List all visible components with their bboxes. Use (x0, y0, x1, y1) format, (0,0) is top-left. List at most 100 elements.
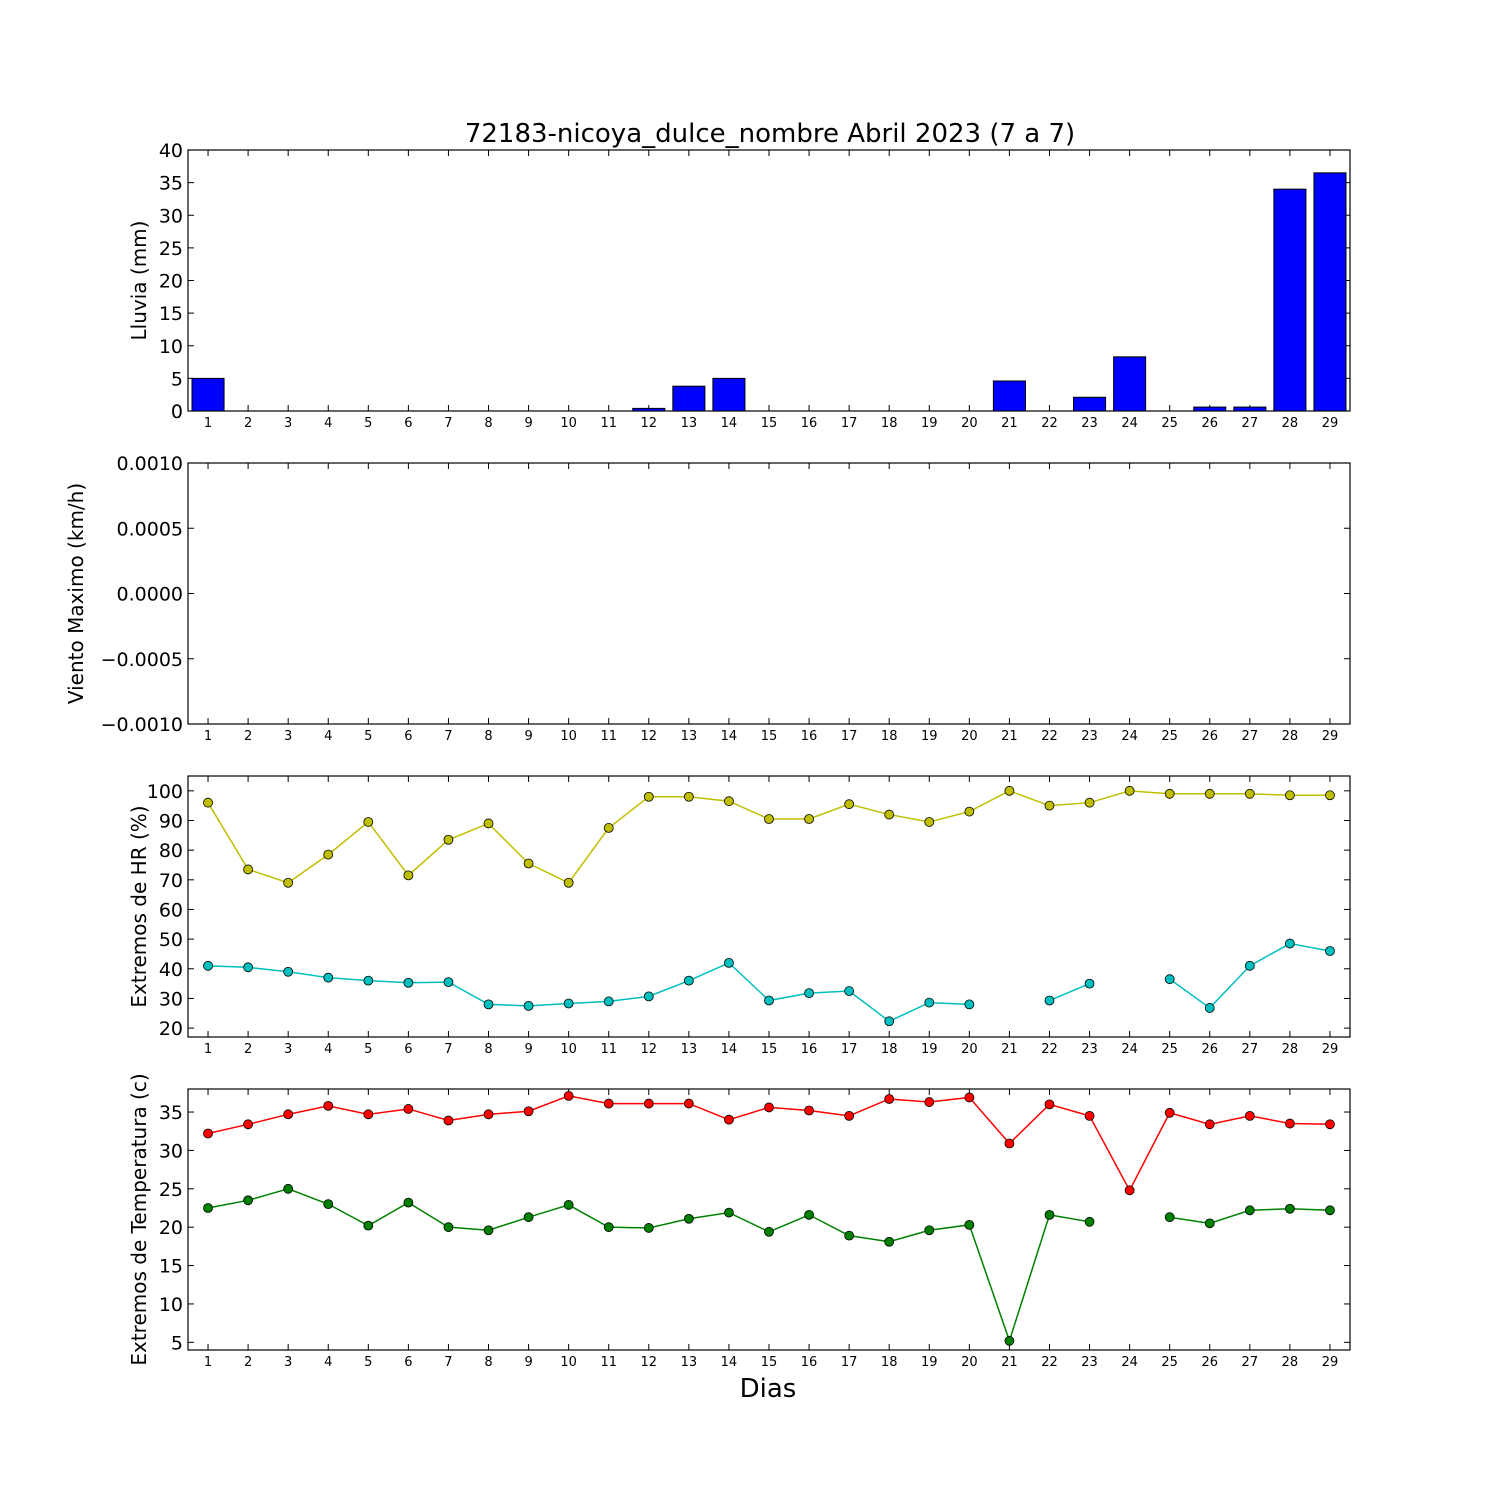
temperature-xtick-label: 17 (841, 1355, 858, 1370)
rain-ytick-label: 40 (159, 140, 183, 162)
humidity-xtick-label: 21 (1001, 1042, 1018, 1057)
humidity-xtick-label: 5 (364, 1042, 372, 1057)
temperature-y-axis-label: Extremos de Temperatura (c) (127, 1073, 151, 1365)
hr-max-point (1164, 788, 1175, 799)
hr-max-point (764, 814, 774, 824)
hr-min-point (243, 962, 254, 973)
temp-min-point (764, 1226, 774, 1237)
temperature-xtick-label: 5 (364, 1355, 372, 1370)
hr-min-point (483, 999, 494, 1010)
temp-max-point (483, 1109, 494, 1120)
rain-xtick-label: 5 (364, 416, 372, 431)
humidity-xtick-label: 26 (1201, 1042, 1218, 1057)
temp-max-point (1124, 1185, 1135, 1196)
rain-xtick-label: 12 (641, 416, 658, 431)
hr-max-point (243, 864, 254, 875)
hr-min-point (403, 977, 414, 988)
humidity-xtick-label: 29 (1322, 1042, 1339, 1057)
wind-xtick-label: 1 (204, 729, 212, 744)
wind-xtick-label: 18 (881, 729, 898, 744)
hr-max-point (483, 818, 494, 829)
temperature-xtick-label: 13 (681, 1355, 698, 1370)
humidity-xtick-label: 3 (284, 1042, 292, 1057)
wind-xtick-label: 2 (244, 729, 252, 744)
humidity-xtick-label: 20 (961, 1042, 978, 1057)
humidity-xtick-label: 15 (761, 1042, 778, 1057)
rain-ytick-label: 25 (159, 238, 183, 260)
hr-max-point (964, 806, 975, 817)
wind-xtick-label: 28 (1282, 729, 1299, 744)
rain-xtick-label: 13 (681, 416, 698, 431)
humidity-xtick-label: 7 (444, 1042, 452, 1057)
temperature-ytick-label: 35 (159, 1102, 183, 1124)
temp-min-point (563, 1200, 574, 1210)
temperature-ytick-label: 20 (159, 1217, 183, 1239)
wind-xtick-label: 10 (560, 729, 577, 744)
hr-max-point (603, 823, 614, 833)
wind-xtick-label: 8 (484, 729, 492, 744)
temp-max-point (643, 1098, 654, 1109)
temperature-ytick-label: 25 (159, 1179, 183, 1201)
humidity-xtick-label: 6 (404, 1042, 412, 1057)
rain-xtick-label: 18 (881, 416, 898, 431)
wind-xtick-label: 17 (841, 729, 858, 744)
hr-max-point (403, 870, 414, 881)
temp-max-point (924, 1097, 935, 1107)
temp-max-point (683, 1098, 694, 1109)
hr-max-point (683, 791, 694, 802)
humidity-ytick-label: 50 (159, 929, 183, 951)
rain-xtick-label: 26 (1201, 416, 1218, 431)
humidity-xtick-label: 16 (801, 1042, 818, 1057)
temp-min-point (483, 1225, 494, 1236)
humidity-ytick-label: 100 (147, 781, 183, 803)
humidity-xtick-label: 17 (841, 1042, 858, 1057)
temp-min-point (1004, 1335, 1015, 1346)
hr-max-point (1004, 785, 1015, 796)
rain-y-axis-label: Lluvia (mm) (127, 221, 151, 341)
rain-ytick-label: 15 (159, 303, 183, 325)
temp-min-point (724, 1207, 734, 1218)
rain-xtick-label: 16 (801, 416, 818, 431)
temp-min-point (403, 1197, 414, 1208)
hr-max-point (203, 797, 213, 808)
rain-bar (191, 377, 225, 412)
wind-y-axis-label: Viento Maximo (km/h) (64, 483, 88, 704)
wind-xtick-label: 12 (641, 729, 658, 744)
temp-max-point (443, 1115, 454, 1126)
rain-ytick-label: 10 (159, 336, 183, 358)
hr-max-point (804, 814, 814, 824)
wind-xtick-label: 20 (961, 729, 978, 744)
wind-xtick-label: 15 (761, 729, 778, 744)
hr-min-point (683, 975, 694, 986)
wind-ytick-label: 0.0000 (117, 584, 183, 606)
temp-min-point (523, 1212, 534, 1223)
rain-ytick-label: 35 (159, 173, 183, 195)
hr-max-point (563, 877, 574, 888)
rain-ytick-label: 30 (159, 205, 183, 227)
temp-min-point (603, 1222, 614, 1233)
temp-min-point (1325, 1205, 1335, 1216)
rain-xtick-label: 9 (524, 416, 532, 431)
humidity-xtick-label: 13 (681, 1042, 698, 1057)
temperature-xtick-label: 10 (560, 1355, 577, 1370)
humidity-xtick-label: 14 (721, 1042, 738, 1057)
hr-max-point (1124, 785, 1135, 796)
hr-min-point (764, 995, 774, 1006)
rain-bar (1313, 172, 1347, 412)
hr-max-point (283, 877, 294, 888)
x-axis-label: Dias (740, 1374, 797, 1404)
temp-max-point (884, 1094, 895, 1104)
rain-bar (992, 380, 1026, 412)
hr-min-point (804, 988, 814, 999)
humidity-xtick-label: 9 (524, 1042, 532, 1057)
hr-min-point (203, 960, 213, 971)
wind-xtick-label: 3 (284, 729, 292, 744)
hr-min-point (563, 998, 574, 1009)
chart-title: 72183-nicoya_dulce_nombre Abril 2023 (7 … (465, 119, 1075, 149)
temperature-ytick-label: 30 (159, 1140, 183, 1162)
wind-xtick-label: 24 (1121, 729, 1138, 744)
temp-min-point (443, 1222, 454, 1233)
rain-xtick-label: 22 (1041, 416, 1058, 431)
